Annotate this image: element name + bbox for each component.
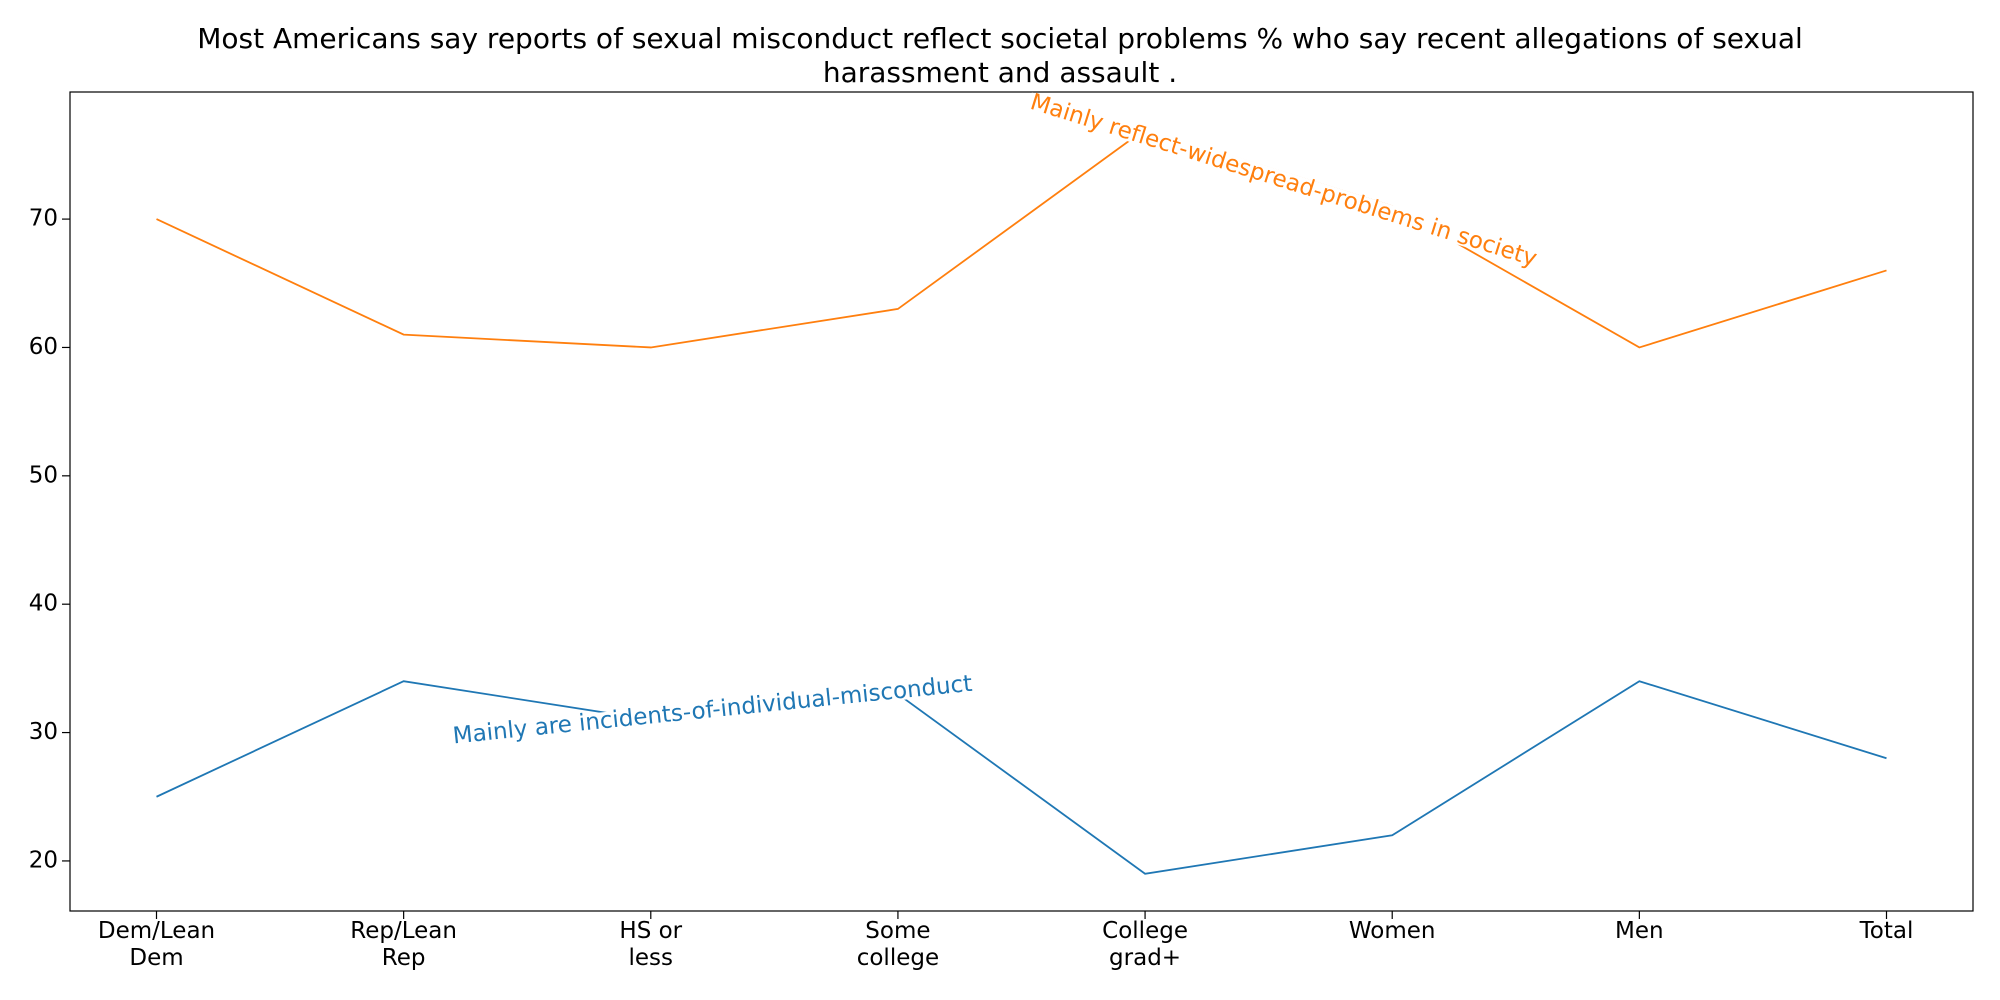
y-tick-label: 50 [29, 462, 58, 488]
series-label-bg [1026, 92, 1541, 269]
x-tick-label: HS or less [619, 918, 683, 971]
series-label-group: Mainly reflect-widespread-problems in so… [1026, 89, 1541, 272]
line-series [156, 680, 1887, 875]
plot-frame [69, 91, 1974, 912]
x-tick-label: Women [1348, 918, 1436, 944]
x-tick-label: College grad+ [1102, 918, 1188, 971]
y-tick-label: 30 [29, 719, 58, 745]
series-label: Mainly reflect-widespread-problems in so… [1027, 89, 1540, 272]
line-series [156, 128, 1887, 349]
x-tick-label: Total [1859, 918, 1914, 944]
series-label: Mainly are incidents-of-individual-misco… [452, 671, 974, 750]
y-tick-label: 40 [29, 591, 58, 617]
series-label-bg [450, 674, 976, 746]
y-tick-label: 70 [29, 206, 58, 232]
chart-title: Most Americans say reports of sexual mis… [197, 22, 1803, 89]
series-label-group: Mainly are incidents-of-individual-misco… [450, 671, 976, 750]
x-tick-label: Some college [856, 918, 940, 971]
x-tick-label: Men [1615, 918, 1664, 944]
y-tick-label: 60 [29, 334, 58, 360]
x-tick-label: Dem/Lean Dem [97, 918, 216, 971]
x-tick-label: Rep/Lean Rep [350, 918, 457, 971]
y-tick-label: 20 [29, 847, 58, 873]
